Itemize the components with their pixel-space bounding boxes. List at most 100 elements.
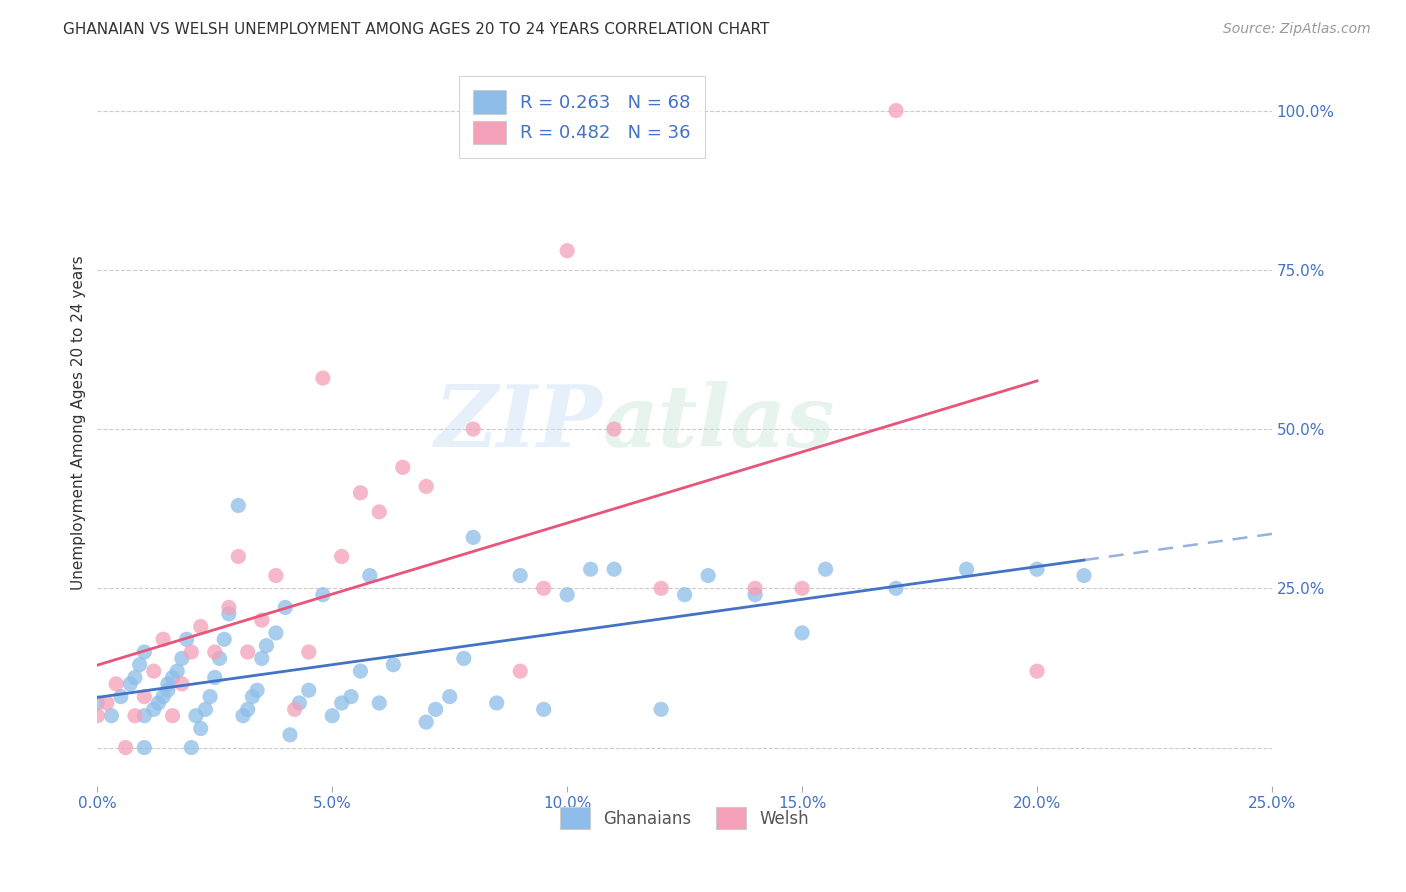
- Point: [1073, 568, 1095, 582]
- Point: [128, 657, 150, 672]
- Point: [110, 690, 132, 704]
- Point: [236, 702, 259, 716]
- Point: [232, 708, 254, 723]
- Point: [96, 696, 118, 710]
- Point: [180, 645, 202, 659]
- Point: [555, 244, 578, 258]
- Point: [330, 696, 353, 710]
- Text: ZIP: ZIP: [434, 381, 602, 465]
- Point: [180, 740, 202, 755]
- Point: [533, 702, 555, 716]
- Point: [284, 702, 307, 716]
- Point: [579, 562, 602, 576]
- Point: [463, 422, 485, 436]
- Point: [184, 708, 207, 723]
- Point: [190, 619, 212, 633]
- Point: [955, 562, 977, 576]
- Point: [391, 460, 413, 475]
- Point: [264, 568, 287, 582]
- Point: [166, 664, 188, 678]
- Point: [218, 600, 240, 615]
- Point: [330, 549, 353, 564]
- Point: [246, 683, 269, 698]
- Point: [603, 562, 626, 576]
- Legend: Ghanaians, Welsh: Ghanaians, Welsh: [553, 801, 815, 836]
- Point: [142, 702, 165, 716]
- Point: [204, 645, 226, 659]
- Point: [236, 645, 259, 659]
- Point: [124, 708, 146, 723]
- Point: [349, 485, 371, 500]
- Point: [134, 690, 156, 704]
- Point: [453, 651, 475, 665]
- Point: [170, 677, 193, 691]
- Point: [204, 671, 226, 685]
- Point: [298, 683, 321, 698]
- Point: [744, 582, 766, 596]
- Point: [650, 702, 672, 716]
- Point: [555, 588, 578, 602]
- Point: [198, 690, 221, 704]
- Text: GHANAIAN VS WELSH UNEMPLOYMENT AMONG AGES 20 TO 24 YEARS CORRELATION CHART: GHANAIAN VS WELSH UNEMPLOYMENT AMONG AGE…: [63, 22, 769, 37]
- Point: [226, 499, 249, 513]
- Point: [194, 702, 217, 716]
- Point: [176, 632, 198, 647]
- Point: [359, 568, 381, 582]
- Point: [312, 371, 335, 385]
- Point: [105, 677, 128, 691]
- Point: [814, 562, 837, 576]
- Point: [463, 530, 485, 544]
- Point: [212, 632, 235, 647]
- Point: [425, 702, 447, 716]
- Point: [120, 677, 142, 691]
- Point: [124, 671, 146, 685]
- Point: [382, 657, 405, 672]
- Point: [226, 549, 249, 564]
- Point: [250, 651, 273, 665]
- Point: [250, 613, 273, 627]
- Point: [134, 708, 156, 723]
- Point: [509, 664, 531, 678]
- Point: [312, 588, 335, 602]
- Y-axis label: Unemployment Among Ages 20 to 24 years: Unemployment Among Ages 20 to 24 years: [72, 255, 86, 590]
- Point: [603, 422, 626, 436]
- Point: [274, 600, 297, 615]
- Point: [114, 740, 136, 755]
- Point: [415, 479, 437, 493]
- Point: [298, 645, 321, 659]
- Point: [509, 568, 531, 582]
- Point: [349, 664, 371, 678]
- Point: [744, 588, 766, 602]
- Point: [288, 696, 311, 710]
- Point: [264, 626, 287, 640]
- Point: [86, 696, 108, 710]
- Point: [142, 664, 165, 678]
- Point: [100, 708, 122, 723]
- Point: [152, 632, 174, 647]
- Point: [368, 696, 391, 710]
- Point: [884, 582, 907, 596]
- Point: [533, 582, 555, 596]
- Point: [1026, 562, 1049, 576]
- Point: [190, 722, 212, 736]
- Point: [162, 708, 184, 723]
- Point: [256, 639, 278, 653]
- Point: [86, 708, 108, 723]
- Point: [340, 690, 363, 704]
- Point: [650, 582, 672, 596]
- Point: [278, 728, 301, 742]
- Point: [368, 505, 391, 519]
- Point: [156, 677, 179, 691]
- Point: [162, 671, 184, 685]
- Point: [321, 708, 343, 723]
- Point: [148, 696, 170, 710]
- Point: [790, 582, 813, 596]
- Point: [218, 607, 240, 621]
- Point: [134, 645, 156, 659]
- Point: [790, 626, 813, 640]
- Point: [884, 103, 907, 118]
- Point: [156, 683, 179, 698]
- Point: [242, 690, 264, 704]
- Text: atlas: atlas: [602, 381, 835, 465]
- Point: [415, 715, 437, 730]
